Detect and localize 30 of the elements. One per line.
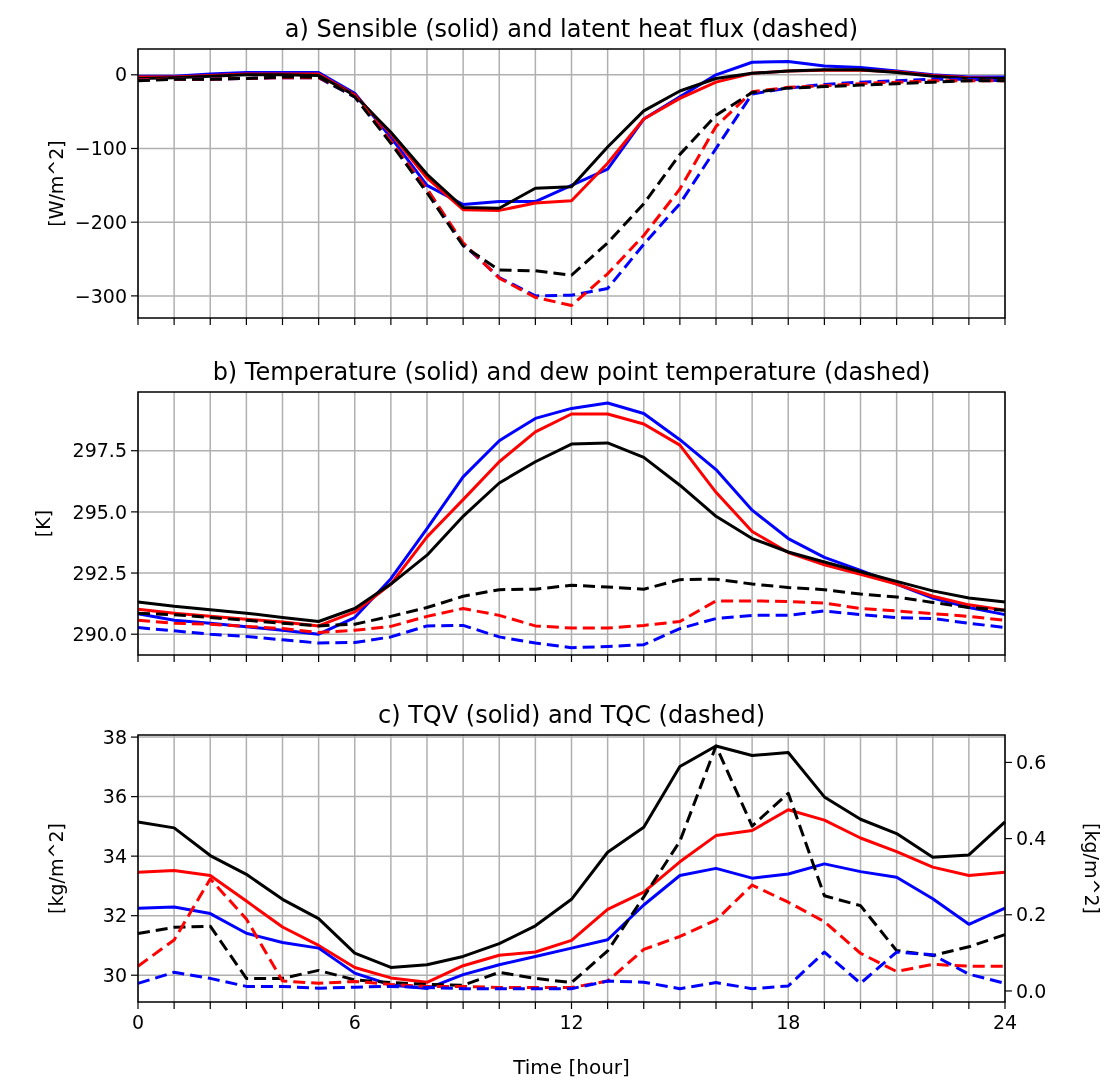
y-tick-label: −300 <box>74 284 127 307</box>
x-tick-label: 0 <box>131 1011 145 1033</box>
y-tick-label: 292.5 <box>72 561 127 584</box>
y-axis-title: [K] <box>32 509 54 538</box>
y-tick-label: 0 <box>114 63 127 86</box>
x-tick-label: 18 <box>776 1011 801 1033</box>
y2-tick-label: 0.4 <box>1016 827 1047 850</box>
y-tick-label: 30 <box>102 963 127 986</box>
y-axis-title: [kg/m^2] <box>45 823 67 914</box>
y2-tick-label: 0.2 <box>1016 903 1047 926</box>
y-axis-title: [W/m^2] <box>45 140 67 227</box>
y-tick-label: 297.5 <box>72 439 127 462</box>
y-tick-label: 34 <box>102 844 127 867</box>
chart-title: a) Sensible (solid) and latent heat flux (dashed) <box>284 15 859 43</box>
y-tick-label: 32 <box>102 904 127 927</box>
y-tick-label: 36 <box>102 785 127 808</box>
x-tick-label: 12 <box>559 1011 584 1033</box>
y-tick-label: −100 <box>74 137 127 160</box>
y2-tick-label: 0.6 <box>1016 751 1047 774</box>
y-tick-label: 295.0 <box>72 500 127 523</box>
y-tick-label: −200 <box>74 210 127 233</box>
x-axis-title: Time [hour] <box>512 1055 630 1079</box>
y-tick-label: 290.0 <box>72 622 127 645</box>
y2-tick-label: 0.0 <box>1016 979 1047 1002</box>
y2-axis-title: [kg/m^2] <box>1081 823 1103 914</box>
chart-title: b) Temperature (solid) and dew point temperature (dashed) <box>212 358 931 386</box>
chart-title: c) TQV (solid) and TQC (dashed) <box>378 701 765 729</box>
x-tick-label: 6 <box>348 1011 361 1033</box>
y-tick-label: 38 <box>102 725 127 748</box>
x-tick-label: 24 <box>992 1011 1018 1033</box>
